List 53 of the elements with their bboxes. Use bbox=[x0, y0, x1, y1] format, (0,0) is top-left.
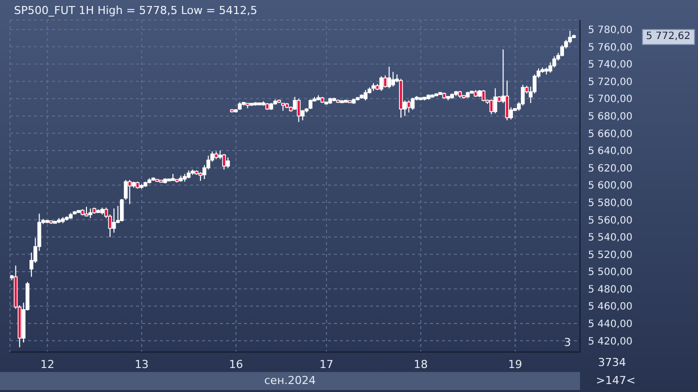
candlestick bbox=[124, 179, 128, 200]
y-tick-label: 5 720,00 bbox=[588, 76, 633, 88]
text: 3734 bbox=[598, 356, 626, 369]
candlestick bbox=[552, 56, 556, 68]
annotation: 3 bbox=[564, 336, 571, 349]
x-tick-label: 19 bbox=[508, 358, 522, 371]
candlestick bbox=[493, 88, 498, 114]
y-tick-label: 5 760,00 bbox=[588, 42, 633, 54]
candlestick bbox=[112, 208, 116, 234]
text: >147< bbox=[596, 374, 636, 387]
candlestick bbox=[120, 198, 124, 222]
candlestick bbox=[383, 74, 388, 88]
candlestick bbox=[88, 208, 92, 218]
x-axis-title: сен.2024 bbox=[0, 372, 580, 390]
x-tick-label: 18 bbox=[414, 358, 428, 371]
candlestick bbox=[410, 97, 415, 110]
candlestick bbox=[128, 179, 132, 205]
y-tick-label: 5 660,00 bbox=[588, 128, 633, 140]
y-tick-label: 5 540,00 bbox=[588, 232, 633, 244]
y-tick-label: 5 600,00 bbox=[588, 180, 633, 192]
x-tick-label: 16 bbox=[229, 358, 244, 371]
candlestick bbox=[222, 154, 226, 170]
chart-title: SP500_FUT 1H High = 5778,5 Low = 5412,5 bbox=[14, 4, 258, 17]
y-tick-label: 5 780,00 bbox=[588, 25, 633, 36]
y-tick-label: 5 700,00 bbox=[588, 94, 633, 106]
candlestick bbox=[296, 98, 301, 123]
candlestick bbox=[548, 62, 552, 74]
y-tick-label: 5 560,00 bbox=[588, 215, 633, 226]
x-tick-label: 17 bbox=[319, 358, 334, 371]
y-tick-label: 5 480,00 bbox=[588, 284, 633, 296]
candlestick bbox=[482, 90, 486, 102]
candlestick bbox=[84, 206, 88, 217]
y-tick-label: 5 520,00 bbox=[588, 250, 633, 261]
candlestick bbox=[379, 76, 384, 92]
y-tick-label: 5 500,00 bbox=[588, 267, 633, 278]
y-tick-label: 5 680,00 bbox=[588, 112, 633, 123]
x-tick-label: 12 bbox=[40, 358, 54, 371]
x-tick-label: 13 bbox=[134, 358, 149, 371]
y-tick-label: 5 420,00 bbox=[588, 336, 633, 348]
candlestick bbox=[387, 66, 392, 89]
y-tick-label: 5 460,00 bbox=[588, 302, 633, 313]
text: 5 772,62 bbox=[642, 28, 695, 45]
y-tick-label: 5 620,00 bbox=[588, 163, 633, 174]
y-tick-label: 5 580,00 bbox=[588, 198, 633, 209]
y-tick-label: 5 440,00 bbox=[588, 319, 633, 330]
y-tick-label: 5 640,00 bbox=[588, 146, 633, 158]
candlestick bbox=[406, 100, 411, 114]
candlestick bbox=[308, 99, 312, 110]
candlestick bbox=[364, 90, 368, 101]
y-tick-label: 5 740,00 bbox=[588, 60, 633, 71]
candlestick bbox=[226, 156, 230, 168]
candlestick bbox=[391, 71, 395, 88]
candlestick bbox=[489, 99, 494, 115]
